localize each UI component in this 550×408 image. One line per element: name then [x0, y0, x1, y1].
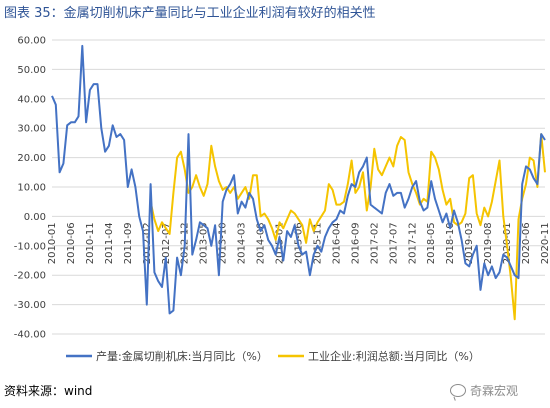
- x-tick-label: 2020-06: [521, 222, 532, 264]
- chart-title: 图表 35：金属切削机床产量同比与工业企业利润有较好的相关性: [4, 6, 376, 21]
- x-tick-label: 2018-05: [426, 222, 437, 264]
- legend-label-1: 产量:金属切削机床:当月同比（%）: [96, 349, 268, 363]
- legend-label-2: 工业企业:利润总额:当月同比（%）: [308, 349, 480, 363]
- legend: 产量:金属切削机床:当月同比（%） 工业企业:利润总额:当月同比（%）: [66, 349, 480, 363]
- y-tick-label: 40.00: [17, 94, 46, 105]
- y-tick-label: -40.00: [14, 330, 46, 341]
- x-tick-label: 2020-11: [540, 222, 550, 264]
- x-tick-label: 2010-11: [85, 222, 96, 264]
- x-tick-label: 2013-10: [218, 222, 229, 264]
- x-tick-label: 2019-08: [483, 222, 494, 264]
- y-tick-label: -30.00: [14, 300, 46, 311]
- y-tick-label: 30.00: [17, 124, 46, 135]
- x-tick-label: 2017-12: [407, 222, 418, 264]
- y-tick-label: 50.00: [17, 65, 46, 76]
- chat-bubble-icon: [450, 384, 466, 397]
- x-tick-label: 2011-09: [123, 222, 134, 264]
- grid-lines: [52, 39, 545, 335]
- x-tick-label: 2016-04: [331, 222, 342, 264]
- source-note: 资料来源：wind: [4, 384, 93, 398]
- x-tick-label: 2017-07: [388, 222, 399, 264]
- y-axis-ticks: 60.00 50.00 40.00 30.00 20.00 10.00 0.00 -10.00…: [14, 36, 46, 341]
- y-tick-label: 60.00: [17, 36, 46, 47]
- x-tick-label: 2010-06: [66, 222, 77, 264]
- x-tick-label: 2015-11: [312, 222, 323, 264]
- x-tick-label: 2014-03: [237, 222, 248, 264]
- watermark: 奇霖宏观: [450, 382, 518, 399]
- x-axis-ticks: 2010-01 2010-06 2010-11 2011-04 2011-09 2012-…: [47, 222, 550, 264]
- y-tick-label: -10.00: [14, 241, 46, 252]
- x-tick-label: 2019-03: [464, 222, 475, 264]
- x-tick-label: 2012-02: [142, 222, 153, 264]
- series-line-2: [149, 133, 546, 321]
- x-tick-label: 2011-04: [104, 222, 115, 264]
- x-tick-label: 2014-08: [256, 222, 267, 264]
- x-tick-label: 2010-01: [47, 222, 58, 264]
- x-tick-label: 2016-09: [350, 222, 361, 264]
- y-tick-label: 20.00: [17, 153, 46, 164]
- x-tick-label: 2013-05: [199, 222, 210, 264]
- x-tick-label: 2018-10: [445, 222, 456, 264]
- series-line-1: [51, 44, 546, 315]
- watermark-text: 奇霖宏观: [470, 384, 519, 398]
- y-tick-label: -20.00: [14, 271, 46, 282]
- y-tick-label: 0.00: [24, 212, 46, 223]
- series-lines: [51, 44, 546, 321]
- x-tick-label: 2012-07: [161, 222, 172, 264]
- y-tick-label: 10.00: [17, 183, 46, 194]
- x-tick-label: 2017-02: [369, 222, 380, 264]
